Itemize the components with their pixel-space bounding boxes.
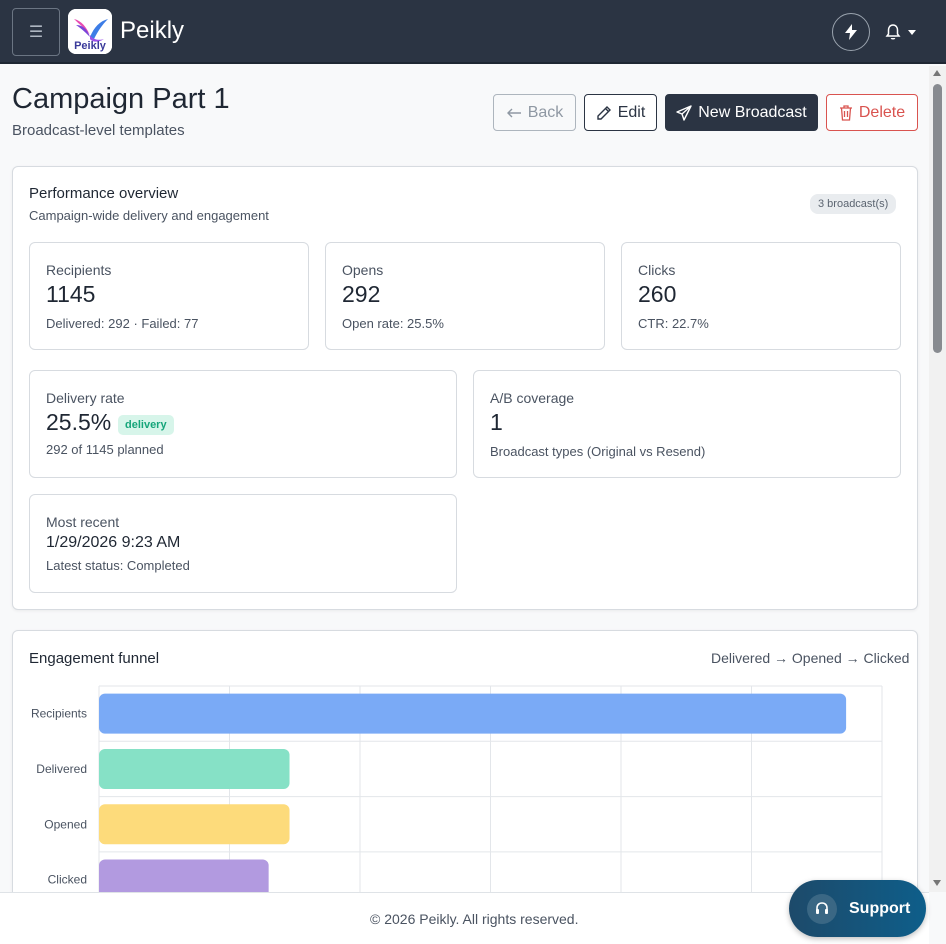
stat-label: A/B coverage xyxy=(490,390,575,406)
bell-icon xyxy=(885,24,901,40)
app-logo[interactable]: Peikly xyxy=(68,9,112,54)
back-button[interactable]: Back xyxy=(493,94,576,131)
funnel-bar-opened xyxy=(99,804,290,845)
logo-bird-icon: Peikly xyxy=(68,9,112,54)
stat-label: Recipients xyxy=(46,262,112,278)
hamburger-icon: ☰ xyxy=(28,24,44,41)
stat-label: Clicks xyxy=(638,262,676,278)
new-broadcast-button[interactable]: New Broadcast xyxy=(665,94,818,131)
funnel-bar-delivered xyxy=(99,748,290,789)
page-footer xyxy=(0,892,929,944)
new-broadcast-button-label: New Broadcast xyxy=(698,103,807,121)
headset-icon xyxy=(807,893,837,924)
funnel-category-label: Clicked xyxy=(48,873,87,887)
stat-subtext: Open rate: 25.5% xyxy=(342,316,444,331)
lightning-icon xyxy=(845,24,857,40)
footer-copyright: © 2026 Peikly. All rights reserved. xyxy=(370,911,579,927)
delivery-rate-stat-card: Delivery rate 25.5% delivery 292 of 1145… xyxy=(29,370,457,478)
engagement-funnel-title: Engagement funnel xyxy=(29,650,160,667)
back-button-label: Back xyxy=(527,103,564,121)
funnel-bar-clicked xyxy=(99,859,269,892)
top-navbar: ☰ Peikly Peikly xyxy=(0,0,946,64)
stat-subtext: Broadcast types (Original vs Resend) xyxy=(490,444,706,459)
logo-text: Peikly xyxy=(74,40,107,52)
notifications-dropdown[interactable] xyxy=(884,21,920,43)
edit-button[interactable]: Edit xyxy=(584,94,657,131)
send-icon xyxy=(676,104,692,121)
stat-subtext: Latest status: Completed xyxy=(46,558,190,573)
stat-subtext: Delivered: 292 · Failed: 77 xyxy=(46,316,199,331)
scroll-up-arrow-icon[interactable] xyxy=(933,70,941,76)
stat-label: Most recent xyxy=(46,514,120,530)
most-recent-stat-card: Most recent 1/29/2026 9:23 AM Latest sta… xyxy=(29,494,457,593)
stat-label: Opens xyxy=(342,262,384,278)
support-button[interactable]: Support xyxy=(789,880,926,937)
pencil-icon xyxy=(597,105,611,120)
stat-subtext: 292 of 1145 planned xyxy=(46,442,164,457)
funnel-category-label: Recipients xyxy=(31,707,87,721)
opens-stat-card: Opens 292 Open rate: 25.5% xyxy=(325,242,605,350)
stat-subtext: CTR: 22.7% xyxy=(638,316,709,331)
quick-actions-button[interactable] xyxy=(832,13,870,51)
performance-overview-subtitle: Campaign-wide delivery and engagement xyxy=(29,208,269,223)
stat-value: 1 xyxy=(490,409,503,435)
ab-coverage-stat-card: A/B coverage 1 Broadcast types (Original… xyxy=(473,370,901,478)
delete-button[interactable]: Delete xyxy=(826,94,918,131)
stat-value: 292 xyxy=(342,281,381,307)
stat-value: 1145 xyxy=(46,281,96,307)
recipients-stat-card: Recipients 1145 Delivered: 292 · Failed:… xyxy=(29,242,309,350)
scroll-down-arrow-icon[interactable] xyxy=(933,880,941,886)
stat-value: 25.5% xyxy=(46,409,112,435)
stat-value: 1/29/2026 9:23 AM xyxy=(46,534,181,551)
engagement-funnel-chart: Recipients Delivered Opened Clicked xyxy=(31,685,883,892)
page-title: Campaign Part 1 xyxy=(12,83,230,115)
funnel-bar-recipients xyxy=(99,693,847,734)
arrow-left-icon xyxy=(506,108,521,117)
funnel-category-label: Opened xyxy=(44,817,87,831)
performance-overview-title: Performance overview xyxy=(29,185,179,202)
brand-name[interactable]: Peikly xyxy=(120,17,185,44)
clicks-stat-card: Clicks 260 CTR: 22.7% xyxy=(621,242,901,350)
page-subtitle: Broadcast-level templates xyxy=(12,122,185,139)
stat-value: 260 xyxy=(638,281,677,307)
chevron-down-icon xyxy=(908,29,916,35)
stat-label: Delivery rate xyxy=(46,390,125,406)
scrollbar-thumb[interactable] xyxy=(933,84,942,353)
edit-button-label: Edit xyxy=(617,103,646,121)
support-button-label: Support xyxy=(849,899,911,917)
trash-icon xyxy=(839,104,852,121)
funnel-category-label: Delivered xyxy=(36,762,87,776)
funnel-legend: Delivered → Opened → Clicked xyxy=(711,650,910,666)
menu-toggle-button[interactable]: ☰ xyxy=(12,8,60,56)
delivery-status-badge: delivery xyxy=(118,415,174,435)
broadcast-count-badge: 3 broadcast(s) xyxy=(810,194,897,214)
delete-button-label: Delete xyxy=(858,103,906,121)
